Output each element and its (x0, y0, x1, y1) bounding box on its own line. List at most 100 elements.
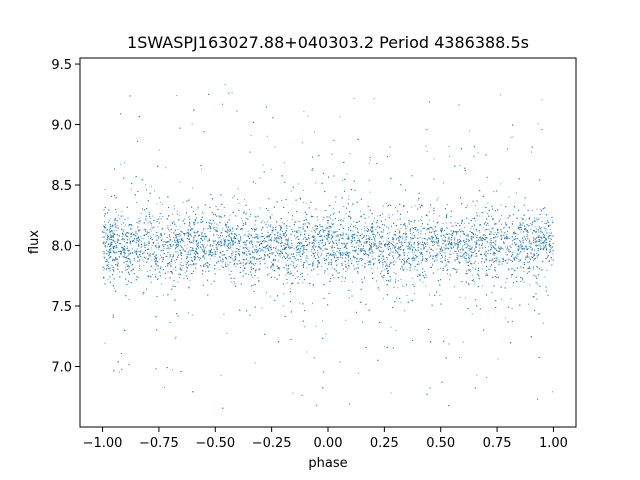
data-point (163, 233, 165, 235)
data-point (130, 188, 132, 190)
data-point (509, 227, 511, 229)
data-point (134, 250, 136, 252)
data-point (455, 271, 457, 273)
data-point (515, 192, 517, 194)
data-point (426, 151, 428, 153)
data-point (361, 229, 363, 231)
data-point (440, 228, 442, 229)
data-point (523, 247, 525, 249)
data-point (297, 183, 299, 185)
data-point (376, 232, 378, 234)
data-point (489, 242, 491, 244)
data-point (209, 258, 211, 260)
data-point (122, 230, 124, 232)
data-point (210, 254, 212, 256)
data-point (404, 252, 406, 254)
data-point (284, 246, 286, 248)
chart-title: 1SWASPJ163027.88+040303.2 Period 4386388… (127, 33, 529, 52)
data-point (521, 245, 523, 247)
data-point (306, 351, 308, 353)
data-point (377, 225, 379, 227)
data-point (551, 247, 553, 249)
data-point (333, 223, 335, 225)
data-point (180, 252, 182, 253)
data-point (141, 237, 143, 239)
data-point (403, 285, 405, 287)
data-point (313, 256, 315, 258)
data-point (536, 252, 538, 254)
data-point (401, 242, 403, 244)
data-point (111, 244, 113, 246)
data-point (427, 259, 429, 261)
data-point (215, 229, 217, 231)
data-point (405, 231, 407, 233)
data-point (327, 236, 329, 238)
data-point (203, 227, 205, 229)
data-point (190, 233, 192, 235)
data-point (214, 227, 216, 229)
data-point (478, 239, 480, 241)
data-point (473, 223, 475, 225)
data-point (500, 223, 502, 225)
data-point (457, 242, 459, 244)
data-point (279, 236, 281, 238)
data-point (139, 220, 141, 222)
data-point (108, 220, 110, 222)
data-point (500, 94, 502, 96)
data-point (119, 218, 121, 220)
data-point (430, 236, 432, 238)
data-point (267, 244, 269, 246)
data-point (233, 264, 235, 266)
data-point (114, 246, 116, 248)
data-point (540, 242, 542, 244)
data-point (487, 249, 489, 251)
data-point (488, 246, 490, 248)
data-point (420, 254, 422, 256)
data-point (262, 220, 264, 222)
data-point (216, 234, 218, 236)
data-point (311, 249, 313, 250)
data-point (234, 282, 236, 284)
data-point (333, 257, 335, 259)
data-point (337, 258, 339, 260)
data-point (399, 246, 401, 248)
data-point (156, 219, 158, 221)
data-point (549, 224, 551, 226)
data-point (149, 228, 151, 230)
data-point (479, 215, 481, 217)
data-point (116, 259, 118, 260)
data-point (247, 249, 249, 251)
data-point (310, 215, 312, 217)
data-point (114, 260, 116, 262)
data-point (424, 271, 426, 273)
data-point (340, 256, 342, 258)
data-point (408, 245, 410, 247)
data-point (143, 252, 145, 254)
data-point (313, 249, 315, 251)
data-point (268, 273, 270, 275)
data-point (383, 269, 385, 271)
data-point (148, 253, 150, 255)
data-point (283, 293, 285, 295)
data-point (113, 222, 115, 224)
data-point (497, 358, 499, 360)
data-point (125, 269, 127, 271)
data-point (277, 260, 279, 262)
data-point (165, 167, 167, 169)
data-point (200, 247, 202, 249)
data-point (109, 228, 111, 230)
data-point (468, 241, 470, 243)
data-point (425, 276, 427, 278)
data-point (323, 272, 325, 274)
data-point (428, 219, 430, 221)
data-point (302, 249, 304, 251)
data-point (315, 182, 317, 184)
data-point (519, 228, 521, 230)
data-point (446, 264, 448, 266)
data-point (124, 254, 126, 256)
data-point (436, 233, 438, 235)
data-point (275, 241, 277, 243)
data-point (434, 235, 436, 237)
data-point (180, 253, 182, 255)
data-point (296, 264, 298, 266)
